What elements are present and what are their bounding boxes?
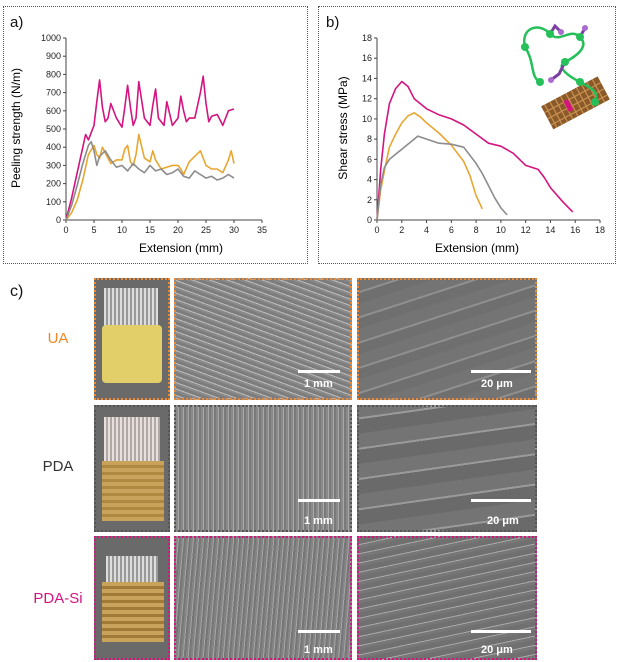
ua-sample-photo <box>94 278 170 400</box>
ua-sem-high-mag: 20 μm <box>357 278 537 400</box>
panel-b-letter: b) <box>326 14 340 31</box>
ua-scale-bar-20um <box>471 370 531 373</box>
pda-scale-label-20um: 20 μm <box>487 515 519 527</box>
ua-scale-bar-1mm <box>298 370 340 373</box>
ua-scale-label-1mm: 1 mm <box>304 378 333 390</box>
row-label-ua: UA <box>47 330 69 347</box>
pda-si-sem-high-mag: 20 μm <box>357 536 537 660</box>
pda-si-scale-bar-1mm <box>298 630 340 633</box>
pda-si-sem-low-mag: 1 mm <box>174 536 352 660</box>
panel-b-frame <box>318 6 616 264</box>
pda-si-sample-photo <box>94 536 170 660</box>
molecule-fabric-illustration <box>521 23 610 130</box>
panel-a-letter: a) <box>10 14 24 31</box>
pda-scale-label-1mm: 1 mm <box>304 515 333 527</box>
ua-sem-low-mag: 1 mm <box>174 278 352 400</box>
row-label-pda: PDA <box>42 458 74 475</box>
panel-a-frame <box>3 6 308 264</box>
pda-scale-bar-20um <box>471 499 531 502</box>
pda-sem-high-mag: 20 μm <box>357 405 537 532</box>
pda-si-scale-label-20um: 20 μm <box>481 644 513 656</box>
pda-scale-bar-1mm <box>298 499 340 502</box>
panel-c-letter: c) <box>10 283 24 300</box>
pda-sample-photo <box>94 405 170 532</box>
pda-sem-low-mag: 1 mm <box>174 405 352 532</box>
pda-si-scale-label-1mm: 1 mm <box>304 644 333 656</box>
ua-scale-label-20um: 20 μm <box>481 378 513 390</box>
pda-si-scale-bar-20um <box>471 630 531 633</box>
row-label-pda-si: PDA-Si <box>33 590 83 607</box>
